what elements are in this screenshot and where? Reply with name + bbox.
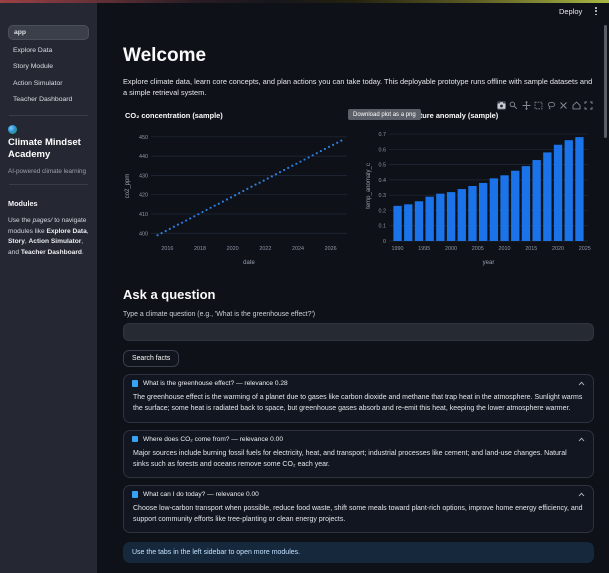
svg-text:450: 450 bbox=[139, 135, 148, 141]
svg-text:date: date bbox=[243, 260, 255, 266]
sidebar: app Explore Data Story Module Action Simula… bbox=[0, 3, 97, 573]
svg-text:0.3: 0.3 bbox=[379, 193, 387, 199]
sidebar-nav: app Explore Data Story Module Action Simula… bbox=[8, 25, 89, 106]
sidebar-item-story-module[interactable]: Story Module bbox=[13, 63, 54, 70]
chevron-up-icon bbox=[578, 381, 585, 386]
svg-text:1995: 1995 bbox=[418, 246, 430, 252]
svg-text:410: 410 bbox=[139, 212, 148, 218]
fact-expander-header[interactable]: What is the greenhouse effect? — relevan… bbox=[124, 375, 593, 392]
facts-list: What is the greenhouse effect? — relevan… bbox=[123, 374, 594, 534]
search-facts-button[interactable]: Search facts bbox=[123, 350, 180, 368]
home-icon[interactable] bbox=[572, 101, 581, 110]
box-select-icon[interactable] bbox=[534, 101, 543, 110]
pan-icon[interactable] bbox=[522, 101, 531, 111]
question-input-label: Type a climate question (e.g., 'What is … bbox=[123, 311, 316, 319]
svg-text:year: year bbox=[483, 260, 495, 266]
blue-book-icon bbox=[132, 380, 138, 387]
question-input[interactable] bbox=[123, 323, 594, 342]
main-content: Welcome Explore climate data, learn core… bbox=[97, 3, 609, 573]
svg-text:co2_ppm: co2_ppm bbox=[125, 174, 131, 199]
svg-text:400: 400 bbox=[139, 231, 148, 237]
svg-text:2016: 2016 bbox=[161, 246, 173, 252]
lasso-icon[interactable] bbox=[547, 101, 556, 110]
svg-text:temp_anomaly_c: temp_anomaly_c bbox=[366, 163, 372, 209]
svg-text:430: 430 bbox=[139, 174, 148, 180]
deploy-button[interactable]: Deploy bbox=[558, 6, 583, 16]
fact-expander-3: What can I do today? — relevance 0.00 Cho… bbox=[123, 484, 594, 534]
download-tooltip: Download plot as a png bbox=[348, 109, 421, 121]
chevron-up-icon bbox=[578, 492, 585, 497]
svg-text:0: 0 bbox=[383, 239, 386, 245]
svg-text:2018: 2018 bbox=[194, 246, 206, 252]
ask-heading: Ask a question bbox=[123, 287, 216, 303]
svg-text:2005: 2005 bbox=[472, 246, 484, 252]
fact-expander-header[interactable]: Where does CO₂ come from? — relevance 0.… bbox=[124, 431, 593, 448]
svg-text:420: 420 bbox=[139, 193, 148, 199]
co2-chart-canvas[interactable]: 400 410 420 430 440 450 2016 2018 2020 2022 2024 20… bbox=[123, 122, 352, 267]
brand-title: Climate Mindset Academy bbox=[8, 137, 81, 161]
app-header: Deploy bbox=[559, 5, 599, 17]
sidebar-item-teacher-dashboard[interactable]: Teacher Dashboard bbox=[13, 96, 73, 103]
camera-icon[interactable] bbox=[496, 101, 506, 111]
co2-chart-column: CO₂ concentration (sample) 400 410 420 430 4… bbox=[123, 111, 352, 267]
svg-text:2026: 2026 bbox=[325, 246, 337, 252]
fact-title: What can I do today? — relevance 0.00 bbox=[143, 490, 259, 498]
fact-title: What is the greenhouse effect? — relevan… bbox=[143, 380, 288, 388]
svg-text:2024: 2024 bbox=[292, 246, 304, 252]
svg-text:2022: 2022 bbox=[259, 246, 271, 252]
modules-heading: Modules bbox=[8, 198, 38, 208]
fact-title: Where does CO₂ come from? — relevance 0.… bbox=[143, 435, 283, 443]
charts-row: CO₂ concentration (sample) 400 410 420 430 4… bbox=[123, 101, 594, 267]
modules-description: Use the pages/ to navigate modules like … bbox=[8, 216, 89, 257]
svg-text:0.5: 0.5 bbox=[379, 163, 387, 169]
svg-text:2020: 2020 bbox=[227, 246, 239, 252]
co2-chart-title: CO₂ concentration (sample) bbox=[125, 111, 223, 121]
sidebar-divider bbox=[9, 183, 88, 185]
sidebar-item-explore-data[interactable]: Explore Data bbox=[13, 46, 53, 54]
autoscale-icon[interactable] bbox=[559, 101, 568, 110]
page-title: Welcome bbox=[123, 45, 207, 66]
svg-text:0.6: 0.6 bbox=[379, 148, 387, 154]
magnifier-icon[interactable] bbox=[509, 101, 518, 110]
svg-text:0.2: 0.2 bbox=[379, 209, 387, 215]
globe-icon bbox=[8, 125, 17, 134]
svg-text:0.1: 0.1 bbox=[379, 224, 387, 230]
svg-text:440: 440 bbox=[139, 154, 148, 160]
svg-text:0.7: 0.7 bbox=[379, 132, 387, 138]
temp-chart-title: Global temperature anomaly (sample) bbox=[366, 111, 499, 121]
brand: Climate Mindset Academy bbox=[8, 125, 89, 162]
svg-text:2015: 2015 bbox=[525, 246, 537, 252]
svg-text:0.4: 0.4 bbox=[379, 178, 387, 184]
fact-expander-header[interactable]: What can I do today? — relevance 0.00 bbox=[124, 486, 593, 503]
sidebar-item-app[interactable]: app bbox=[8, 25, 89, 40]
fullscreen-icon[interactable] bbox=[584, 101, 593, 110]
fact-body: The greenhouse effect is the warming of … bbox=[133, 394, 583, 413]
fact-expander-2: Where does CO₂ come from? — relevance 0.… bbox=[123, 429, 594, 478]
svg-text:2025: 2025 bbox=[579, 246, 591, 252]
top-decoration-bar bbox=[0, 0, 609, 3]
sidebar-divider bbox=[9, 115, 88, 116]
svg-text:2000: 2000 bbox=[445, 246, 457, 252]
plotly-modebar bbox=[496, 101, 594, 111]
info-banner: Use the tabs in the left sidebar to open… bbox=[123, 542, 594, 564]
fact-body: Choose low-carbon transport when possibl… bbox=[133, 504, 583, 524]
blue-book-icon bbox=[132, 491, 138, 498]
sidebar-item-action-simulator[interactable]: Action Simulator bbox=[13, 79, 63, 87]
svg-text:2010: 2010 bbox=[499, 246, 511, 252]
fact-expander-1: What is the greenhouse effect? — relevan… bbox=[123, 374, 594, 423]
intro-text: Explore climate data, learn core concept… bbox=[123, 77, 593, 98]
svg-text:2020: 2020 bbox=[552, 246, 564, 252]
chevron-up-icon bbox=[578, 437, 585, 441]
brand-caption: AI-powered climate learning bbox=[8, 167, 87, 175]
fact-body: Major sources include burning fossil fue… bbox=[133, 449, 567, 468]
svg-text:1990: 1990 bbox=[392, 246, 404, 252]
vertical-scrollbar[interactable] bbox=[604, 25, 607, 138]
temp-chart-canvas[interactable]: 0 0.1 0.2 0.3 0.4 0.5 0.6 0.7 1990 1995 2000 2005 20… bbox=[364, 122, 593, 267]
blue-book-icon bbox=[132, 435, 138, 443]
temp-chart-column: Download plot as a png Global temperatur… bbox=[348, 101, 593, 267]
kebab-menu-icon[interactable] bbox=[593, 5, 599, 17]
